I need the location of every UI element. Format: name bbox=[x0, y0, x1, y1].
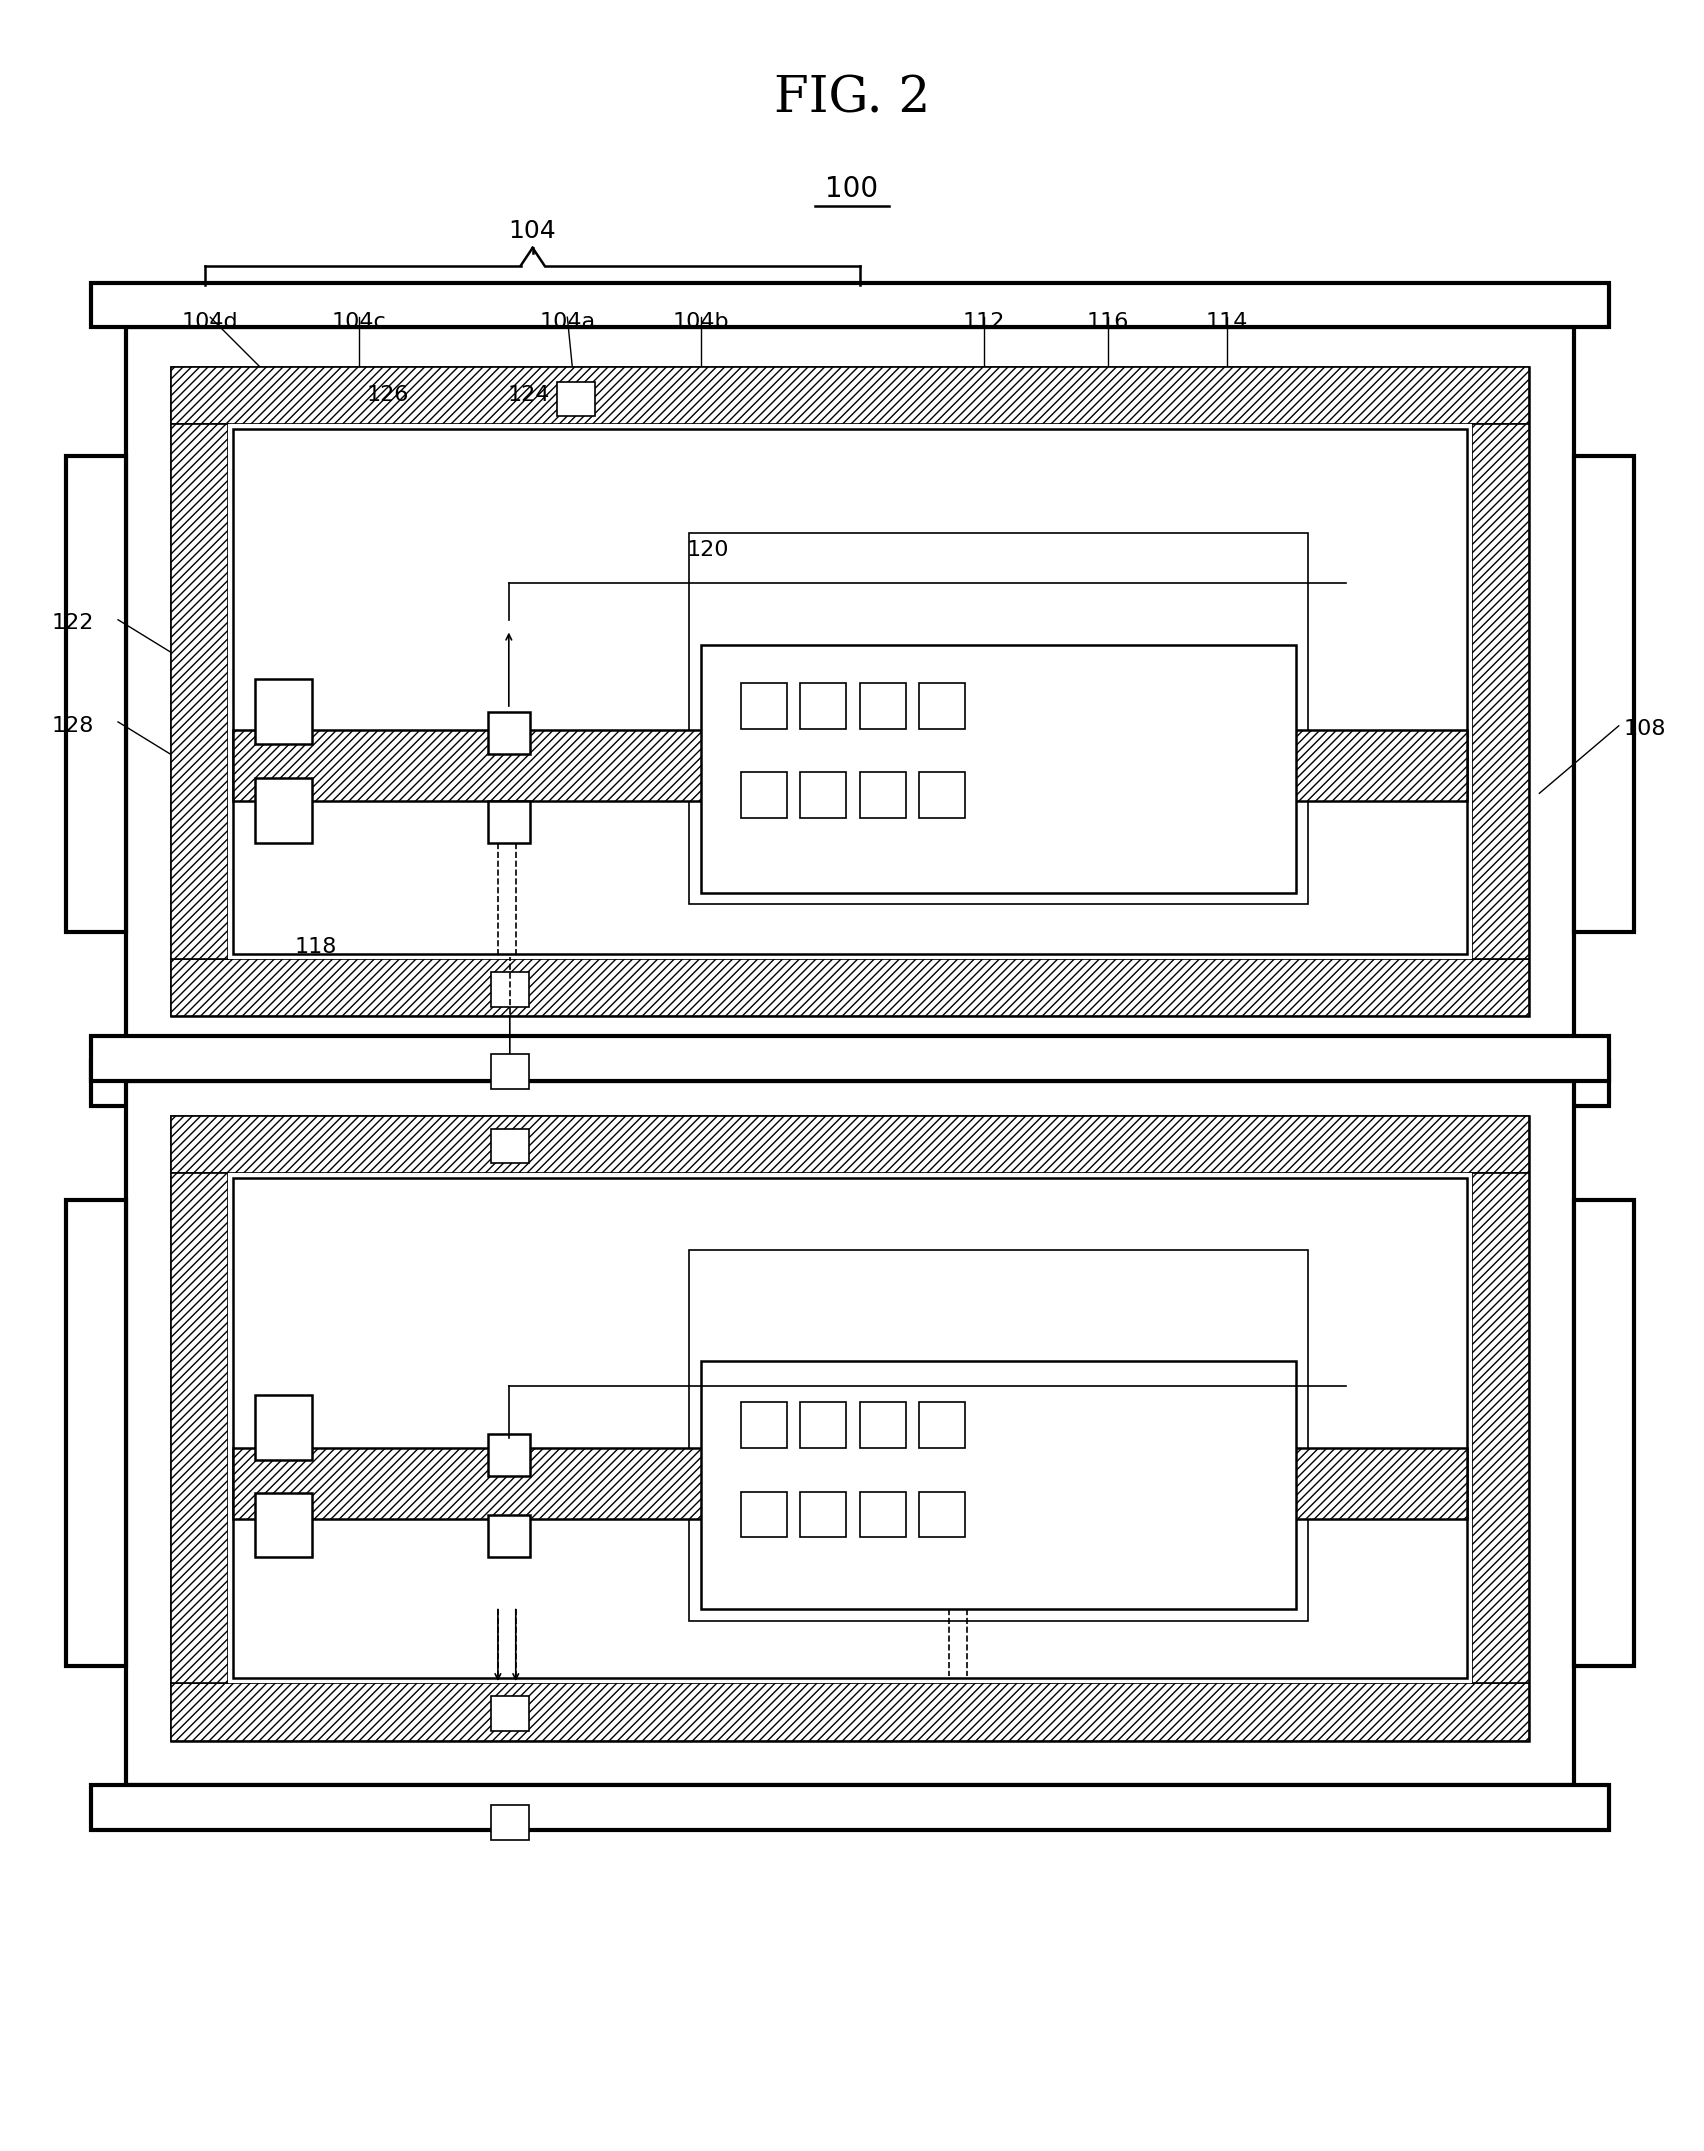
Bar bbox=[126, 1082, 1574, 1785]
Text: 108: 108 bbox=[1624, 718, 1667, 738]
Text: 104b: 104b bbox=[673, 312, 729, 331]
Bar bbox=[801, 1402, 847, 1448]
Bar bbox=[920, 772, 964, 817]
Bar bbox=[491, 1054, 528, 1088]
Bar bbox=[126, 327, 1574, 1060]
Text: 112: 112 bbox=[963, 312, 1005, 331]
Bar bbox=[557, 381, 595, 417]
Bar bbox=[487, 802, 530, 843]
Bar bbox=[66, 456, 126, 931]
Bar bbox=[487, 1516, 530, 1557]
Bar bbox=[256, 779, 312, 843]
Bar bbox=[861, 1402, 905, 1448]
Bar bbox=[92, 1785, 1609, 1831]
Bar bbox=[170, 424, 228, 959]
Text: 124: 124 bbox=[508, 385, 550, 404]
Bar bbox=[170, 1116, 1530, 1172]
Bar bbox=[741, 1402, 787, 1448]
Bar bbox=[170, 368, 1530, 424]
Bar bbox=[233, 1448, 1467, 1519]
Bar bbox=[66, 1200, 126, 1667]
Bar bbox=[170, 368, 1530, 1017]
Bar bbox=[491, 1695, 528, 1732]
Bar bbox=[690, 1250, 1309, 1620]
Text: 116: 116 bbox=[1087, 312, 1130, 331]
Bar bbox=[690, 533, 1309, 903]
Bar bbox=[256, 1396, 312, 1461]
Bar bbox=[170, 959, 1530, 1017]
Text: 104d: 104d bbox=[182, 312, 239, 331]
Bar bbox=[861, 684, 905, 729]
Text: FIG. 2: FIG. 2 bbox=[774, 75, 930, 125]
Bar bbox=[233, 1179, 1467, 1678]
Bar bbox=[233, 729, 1467, 802]
Bar bbox=[1472, 1172, 1530, 1682]
Bar bbox=[170, 1116, 1530, 1740]
Bar bbox=[801, 1491, 847, 1538]
Bar bbox=[491, 972, 528, 1007]
Bar bbox=[487, 712, 530, 753]
Bar bbox=[491, 1805, 528, 1839]
Bar bbox=[92, 282, 1609, 327]
Bar bbox=[741, 772, 787, 817]
Bar bbox=[741, 1491, 787, 1538]
Bar bbox=[1472, 424, 1530, 959]
Bar bbox=[861, 1491, 905, 1538]
Text: 114: 114 bbox=[1206, 312, 1247, 331]
Bar bbox=[256, 1493, 312, 1557]
Text: 104c: 104c bbox=[332, 312, 387, 331]
Bar bbox=[1574, 456, 1634, 931]
Text: 128: 128 bbox=[51, 716, 94, 736]
Bar bbox=[491, 1129, 528, 1164]
Bar bbox=[170, 1172, 228, 1682]
Bar bbox=[861, 772, 905, 817]
Bar bbox=[920, 684, 964, 729]
Bar bbox=[702, 1362, 1297, 1609]
Text: 104a: 104a bbox=[538, 312, 595, 331]
Bar bbox=[228, 1172, 1472, 1682]
Text: 122: 122 bbox=[51, 613, 94, 632]
Text: 100: 100 bbox=[825, 174, 879, 202]
Bar bbox=[801, 772, 847, 817]
Bar bbox=[170, 1682, 1530, 1740]
Bar bbox=[702, 645, 1297, 893]
Bar bbox=[92, 1037, 1609, 1082]
Text: 126: 126 bbox=[366, 385, 409, 404]
Bar bbox=[487, 1435, 530, 1476]
Bar bbox=[920, 1491, 964, 1538]
Bar bbox=[1574, 1200, 1634, 1667]
Bar bbox=[741, 684, 787, 729]
Text: 120: 120 bbox=[687, 540, 729, 559]
Bar bbox=[233, 430, 1467, 955]
Text: 104: 104 bbox=[509, 219, 557, 243]
Bar bbox=[920, 1402, 964, 1448]
Bar bbox=[256, 680, 312, 744]
Bar bbox=[801, 684, 847, 729]
Text: 118: 118 bbox=[295, 938, 337, 957]
Bar bbox=[92, 1060, 1609, 1106]
Bar bbox=[228, 424, 1472, 959]
